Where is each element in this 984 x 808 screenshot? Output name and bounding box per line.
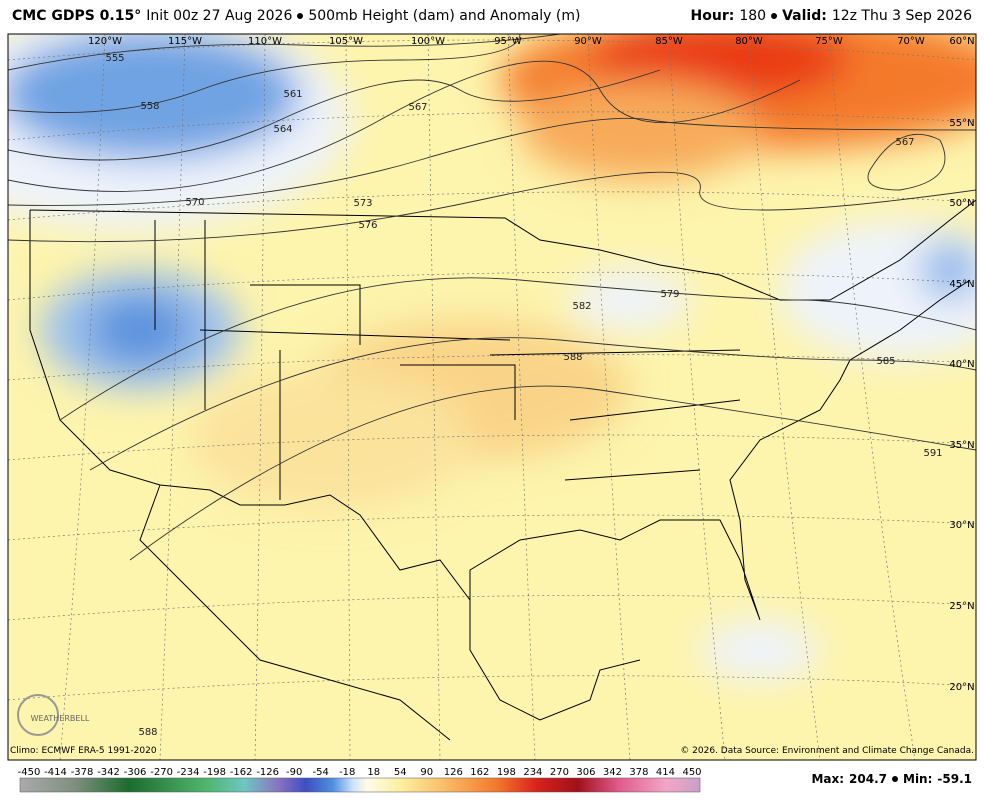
longitude-label: 105°W — [329, 36, 363, 47]
colorbar-label: -378 — [71, 767, 94, 778]
latitude-label: 60°N — [949, 36, 974, 47]
latitude-label: 40°N — [949, 359, 974, 370]
min-label: Min: — [903, 772, 933, 786]
colorbar-label: -162 — [230, 767, 253, 778]
contour-label: 591 — [923, 448, 942, 459]
latitude-label: 35°N — [949, 440, 974, 451]
contour-label: 555 — [105, 53, 124, 64]
graticule — [8, 34, 976, 760]
init: Init 00z 27 Aug 2026 — [146, 8, 293, 24]
valid: 12z Thu 3 Sep 2026 — [831, 8, 972, 24]
contour-label: 573 — [353, 198, 372, 209]
climo: Climo: ECMWF ERA-5 1991-2020 — [10, 746, 157, 756]
colorbar-label: 90 — [420, 767, 433, 778]
longitude-label: 110°W — [248, 36, 282, 47]
height-contours — [8, 34, 976, 561]
contour-label: 567 — [408, 102, 427, 113]
longitude-label: 80°W — [735, 36, 763, 47]
colorbar-label: 378 — [629, 767, 648, 778]
logo: WEATHERBELL — [31, 714, 90, 723]
latitude-label: 30°N — [949, 520, 974, 531]
copyright: © 2026. Data Source: Environment and Cli… — [680, 746, 974, 756]
colorbar-label: -414 — [44, 767, 67, 778]
contour-label: 567 — [895, 137, 914, 148]
latitude-label: 25°N — [949, 601, 974, 612]
colorbar-label: -126 — [256, 767, 279, 778]
header-right: Hour: 180 Valid: 12z Thu 3 Sep 2026 — [691, 8, 972, 24]
logo-mark — [17, 694, 59, 736]
colorbar-label: -90 — [286, 767, 302, 778]
colorbar-label: 306 — [576, 767, 595, 778]
colorbar-label: 162 — [470, 767, 489, 778]
anomaly-field — [8, 34, 976, 680]
colorbar — [19, 777, 701, 793]
max-min: Max: 204.7 Min: -59.1 — [811, 772, 972, 786]
longitude-label: 100°W — [411, 36, 445, 47]
colorbar-label: -198 — [203, 767, 226, 778]
model: CMC GDPS 0.15° — [12, 8, 142, 24]
colorbar-label: -234 — [177, 767, 200, 778]
hour: 180 — [739, 8, 767, 24]
contour-label: 564 — [273, 124, 292, 135]
colorbar-label: 18 — [367, 767, 380, 778]
longitude-label: 115°W — [168, 36, 202, 47]
boundaries — [29, 199, 976, 741]
longitude-label: 85°W — [655, 36, 683, 47]
contour-label: 582 — [572, 301, 591, 312]
colorbar-label: -342 — [97, 767, 120, 778]
latitude-label: 55°N — [949, 118, 974, 129]
header-left: CMC GDPS 0.15° Init 00z 27 Aug 2026 500m… — [12, 8, 580, 24]
colorbar-label: -270 — [150, 767, 173, 778]
contour-label: 588 — [138, 727, 157, 738]
colorbar-label: 270 — [550, 767, 569, 778]
separator — [892, 776, 898, 782]
latitude-label: 20°N — [949, 682, 974, 693]
min: -59.1 — [937, 772, 972, 786]
valid-label: Valid: — [782, 8, 827, 24]
contour-label: 576 — [358, 220, 377, 231]
product: 500mb Height (dam) and Anomaly (m) — [308, 8, 581, 24]
longitude-label: 95°W — [494, 36, 522, 47]
colorbar-label: 450 — [682, 767, 701, 778]
colorbar-label: 342 — [603, 767, 622, 778]
colorbar-label: -54 — [313, 767, 329, 778]
max: 204.7 — [849, 772, 887, 786]
hour-label: Hour: — [690, 8, 735, 24]
longitude-label: 75°W — [815, 36, 843, 47]
longitude-label: 70°W — [897, 36, 925, 47]
contour-label: 558 — [140, 101, 159, 112]
contour-label: 570 — [185, 197, 204, 208]
colorbar-label: -306 — [124, 767, 147, 778]
colorbar-label: -18 — [339, 767, 355, 778]
colorbar-label: 234 — [523, 767, 542, 778]
contour-label: 585 — [876, 356, 895, 367]
map-frame — [7, 33, 977, 761]
longitude-label: 120°W — [88, 36, 122, 47]
colorbar-label: 126 — [444, 767, 463, 778]
longitude-label: 90°W — [574, 36, 602, 47]
colorbar-label: 414 — [656, 767, 675, 778]
contour-label: 588 — [563, 352, 582, 363]
colorbar-label: -450 — [18, 767, 41, 778]
max-label: Max: — [811, 772, 845, 786]
separator — [771, 13, 778, 19]
latitude-label: 45°N — [949, 279, 974, 290]
colorbar-label: 54 — [394, 767, 407, 778]
contour-label: 561 — [283, 89, 302, 100]
colorbar-label: 198 — [497, 767, 516, 778]
latitude-label: 50°N — [949, 198, 974, 209]
map-area — [8, 34, 976, 760]
contour-label: 579 — [660, 289, 679, 300]
separator — [297, 13, 304, 19]
